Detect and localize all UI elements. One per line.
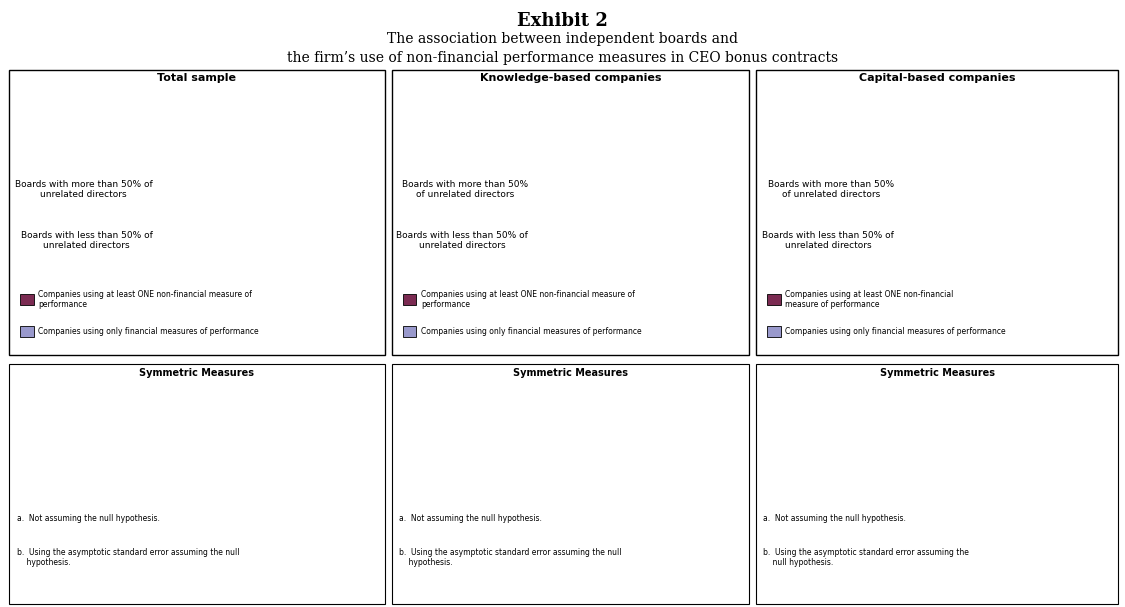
Text: Companies using only financial measures of performance: Companies using only financial measures … bbox=[785, 327, 1006, 336]
Text: Companies using only financial measures of performance: Companies using only financial measures … bbox=[421, 327, 641, 336]
X-axis label: Number of companies: Number of companies bbox=[573, 290, 693, 300]
Bar bbox=[534, 189, 731, 209]
Bar bbox=[534, 241, 731, 261]
Text: Boards with less than 50% of
unrelated directors: Boards with less than 50% of unrelated d… bbox=[763, 231, 894, 250]
Text: Companies using at least ONE non-financial measure of
performance: Companies using at least ONE non-financi… bbox=[421, 290, 634, 310]
Bar bbox=[160, 241, 200, 261]
Text: the firm’s use of non-financial performance measures in CEO bonus contracts: the firm’s use of non-financial performa… bbox=[287, 51, 838, 65]
Bar bbox=[901, 241, 971, 261]
Bar bbox=[901, 241, 1100, 261]
Text: Companies using at least ONE non-financial measure of
performance: Companies using at least ONE non-financi… bbox=[38, 290, 252, 310]
Bar bbox=[160, 169, 366, 189]
Text: Companies using only financial measures of performance: Companies using only financial measures … bbox=[38, 327, 259, 336]
Text: b.  Using the asymptotic standard error assuming the null
    hypothesis.: b. Using the asymptotic standard error a… bbox=[17, 548, 238, 567]
Text: Boards with more than 50%
of unrelated directors: Boards with more than 50% of unrelated d… bbox=[402, 180, 528, 199]
Bar bbox=[901, 189, 1090, 209]
Text: Knowledge-based companies: Knowledge-based companies bbox=[479, 73, 662, 83]
Text: Boards with more than 50% of
unrelated directors: Boards with more than 50% of unrelated d… bbox=[15, 180, 153, 199]
Bar bbox=[534, 220, 580, 240]
Bar bbox=[901, 220, 1100, 240]
Bar bbox=[901, 189, 1100, 209]
Text: Boards with less than 50% of
unrelated directors: Boards with less than 50% of unrelated d… bbox=[396, 231, 528, 250]
Bar bbox=[534, 169, 712, 189]
Bar bbox=[901, 220, 1010, 240]
Text: a.  Not assuming the null hypothesis.: a. Not assuming the null hypothesis. bbox=[17, 514, 160, 523]
Text: Symmetric Measures: Symmetric Measures bbox=[140, 368, 254, 378]
Text: Capital-based companies: Capital-based companies bbox=[858, 73, 1016, 83]
Bar bbox=[160, 189, 284, 209]
Text: a.  Not assuming the null hypothesis.: a. Not assuming the null hypothesis. bbox=[763, 514, 906, 523]
Bar bbox=[901, 169, 1030, 189]
Text: Exhibit 2: Exhibit 2 bbox=[518, 12, 608, 30]
Bar bbox=[160, 169, 325, 189]
Bar bbox=[160, 241, 366, 261]
Bar bbox=[160, 220, 366, 240]
Text: The association between independent boards and: The association between independent boar… bbox=[387, 32, 738, 46]
Text: Companies using at least ONE non-financial
measure of performance: Companies using at least ONE non-financi… bbox=[785, 290, 954, 310]
Text: Total sample: Total sample bbox=[158, 73, 236, 83]
Text: Boards with more than 50%
of unrelated directors: Boards with more than 50% of unrelated d… bbox=[768, 180, 894, 199]
Text: Boards with less than 50% of
unrelated directors: Boards with less than 50% of unrelated d… bbox=[20, 231, 153, 250]
Text: Symmetric Measures: Symmetric Measures bbox=[513, 368, 628, 378]
X-axis label: Number of companies: Number of companies bbox=[940, 290, 1061, 300]
Bar bbox=[160, 220, 229, 240]
Bar bbox=[160, 189, 366, 209]
Bar bbox=[901, 169, 1100, 189]
Bar bbox=[534, 189, 620, 209]
Text: Symmetric Measures: Symmetric Measures bbox=[880, 368, 994, 378]
X-axis label: Number of companies: Number of companies bbox=[202, 290, 323, 300]
Text: a.  Not assuming the null hypothesis.: a. Not assuming the null hypothesis. bbox=[398, 514, 541, 523]
Text: b.  Using the asymptotic standard error assuming the
    null hypothesis.: b. Using the asymptotic standard error a… bbox=[763, 548, 969, 567]
Bar bbox=[534, 169, 731, 189]
Bar bbox=[534, 220, 731, 240]
Text: b.  Using the asymptotic standard error assuming the null
    hypothesis.: b. Using the asymptotic standard error a… bbox=[398, 548, 621, 567]
Bar bbox=[534, 241, 561, 261]
